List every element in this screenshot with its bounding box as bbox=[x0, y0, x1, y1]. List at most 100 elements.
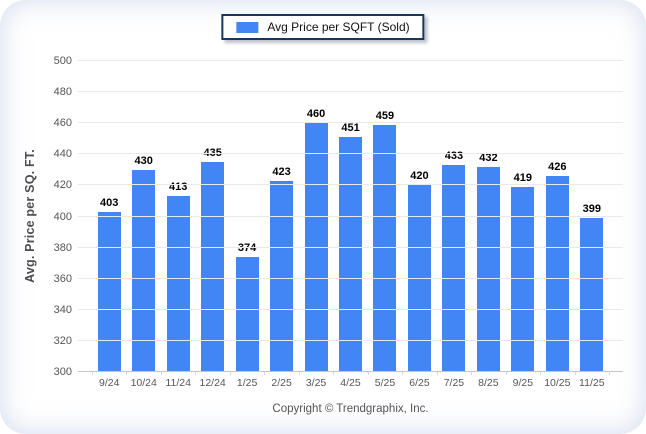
gridline bbox=[78, 246, 623, 248]
bar bbox=[545, 176, 569, 372]
bar-slot: 435 bbox=[195, 61, 229, 372]
x-tick-label: 11/24 bbox=[165, 377, 191, 389]
bar bbox=[442, 165, 466, 372]
bar bbox=[97, 211, 121, 372]
axis-boundary-tick bbox=[609, 372, 610, 375]
x-tick-label: 4/25 bbox=[340, 377, 361, 389]
bar-slot: 399 bbox=[575, 61, 609, 372]
bar bbox=[580, 218, 604, 372]
y-tick-label: 460 bbox=[53, 117, 72, 130]
bar-slot: 432 bbox=[471, 61, 505, 372]
y-tick-label: 340 bbox=[53, 303, 72, 316]
y-tick-label: 480 bbox=[53, 86, 72, 99]
x-tick-label: 5/25 bbox=[374, 377, 396, 389]
axis-boundary-tick bbox=[195, 372, 197, 375]
bar-value-label: 432 bbox=[479, 151, 498, 164]
bar-value-label: 419 bbox=[513, 172, 533, 184]
y-axis-tick-labels: 300 320 340 360 380 400 420 440 460 480 500 bbox=[0, 55, 72, 378]
bar-value-label: 451 bbox=[341, 122, 360, 135]
bar bbox=[476, 166, 500, 372]
x-tick-label: 11/25 bbox=[579, 377, 605, 389]
bar bbox=[270, 180, 294, 372]
x-tick-label: 10/24 bbox=[130, 377, 157, 389]
chart-legend: Avg Price per SQFT (Sold) bbox=[221, 14, 425, 40]
bar bbox=[132, 169, 156, 372]
x-axis-line bbox=[78, 371, 623, 372]
bar-value-label: 459 bbox=[375, 109, 395, 122]
bar-slot: 460 bbox=[299, 61, 333, 372]
axis-boundary-tick bbox=[333, 372, 335, 375]
legend-swatch-icon bbox=[236, 21, 259, 33]
axis-boundary-tick bbox=[574, 372, 576, 375]
x-tick-label: 1/25 bbox=[236, 377, 258, 389]
bar bbox=[407, 185, 431, 372]
x-tick-label: 2/25 bbox=[271, 377, 292, 389]
y-tick-label: 380 bbox=[53, 241, 72, 254]
legend-series-label: Avg Price per SQFT (Sold) bbox=[267, 20, 410, 34]
gridline bbox=[78, 308, 623, 310]
bar bbox=[235, 256, 259, 372]
x-axis-tick-labels: 9/24 10/24 11/24 12/24 1/25 2/25 3/25 4/25 5/25 6… bbox=[78, 377, 623, 389]
bar-value-label: 430 bbox=[134, 154, 153, 167]
bar-value-label: 420 bbox=[410, 170, 429, 183]
gridline bbox=[78, 91, 623, 93]
axis-boundary-tick bbox=[505, 372, 507, 375]
bar-value-label: 460 bbox=[306, 108, 326, 121]
axis-boundary-tick bbox=[540, 372, 542, 375]
y-tick-label: 500 bbox=[53, 55, 72, 67]
axis-boundary-tick bbox=[471, 372, 473, 375]
x-tick-label: 8/25 bbox=[478, 377, 499, 389]
bar-slot: 426 bbox=[540, 61, 574, 372]
y-tick-label: 300 bbox=[53, 366, 72, 378]
bar bbox=[201, 162, 225, 372]
x-tick-label: 9/24 bbox=[99, 377, 120, 389]
bar-value-label: 426 bbox=[548, 161, 567, 174]
gridline bbox=[78, 215, 623, 217]
axis-boundary-tick bbox=[126, 372, 128, 375]
bar-slot: 459 bbox=[368, 61, 402, 372]
bar-value-label: 413 bbox=[168, 181, 188, 194]
gridline bbox=[78, 277, 623, 279]
y-tick-label: 420 bbox=[53, 179, 72, 192]
x-tick-label: 6/25 bbox=[409, 377, 430, 389]
y-tick-label: 360 bbox=[53, 272, 72, 285]
gridline bbox=[78, 153, 623, 155]
gridline bbox=[78, 60, 623, 61]
bar-slot: 423 bbox=[264, 61, 298, 372]
bar-slot: 451 bbox=[333, 61, 367, 372]
axis-boundary-tick bbox=[92, 372, 93, 375]
x-tick-label: 3/25 bbox=[305, 377, 327, 389]
bar-slot: 419 bbox=[506, 61, 540, 372]
y-tick-label: 440 bbox=[53, 148, 72, 161]
axis-boundary-tick bbox=[402, 372, 404, 375]
gridline bbox=[78, 122, 623, 124]
bar-slot: 374 bbox=[230, 61, 264, 372]
axis-boundary-tick bbox=[229, 372, 231, 375]
bar-value-label: 435 bbox=[203, 147, 222, 160]
bar-value-label: 433 bbox=[444, 150, 464, 163]
axis-boundary-tick bbox=[264, 372, 266, 375]
y-tick-label: 320 bbox=[53, 334, 72, 347]
bar bbox=[339, 137, 363, 372]
bar-slot: 433 bbox=[437, 61, 471, 372]
x-tick-label: 10/25 bbox=[544, 377, 571, 389]
copyright-text: Copyright © Trendgraphix, Inc. bbox=[272, 403, 429, 415]
bar bbox=[373, 124, 397, 372]
bar-series: 403 430 413 435 374 423 460 451 459 420 433 432 419 4… bbox=[78, 61, 623, 372]
axis-boundary-tick bbox=[367, 372, 369, 375]
bar-value-label: 403 bbox=[100, 196, 119, 209]
axis-boundary-tick bbox=[160, 372, 162, 375]
y-tick-label: 400 bbox=[53, 210, 72, 223]
x-tick-label: 7/25 bbox=[443, 377, 465, 389]
bar-value-label: 374 bbox=[237, 241, 257, 254]
bar bbox=[166, 196, 190, 372]
bar-slot: 420 bbox=[402, 61, 436, 372]
plot-area: 403 430 413 435 374 423 460 451 459 420 433 432 419 4… bbox=[78, 60, 623, 375]
bar-slot: 403 bbox=[92, 61, 126, 372]
axis-boundary-tick bbox=[298, 372, 300, 375]
bar-slot: 430 bbox=[126, 61, 160, 372]
bar-value-label: 399 bbox=[582, 203, 601, 216]
x-tick-label: 9/25 bbox=[512, 377, 534, 389]
axis-boundary-tick bbox=[436, 372, 438, 375]
